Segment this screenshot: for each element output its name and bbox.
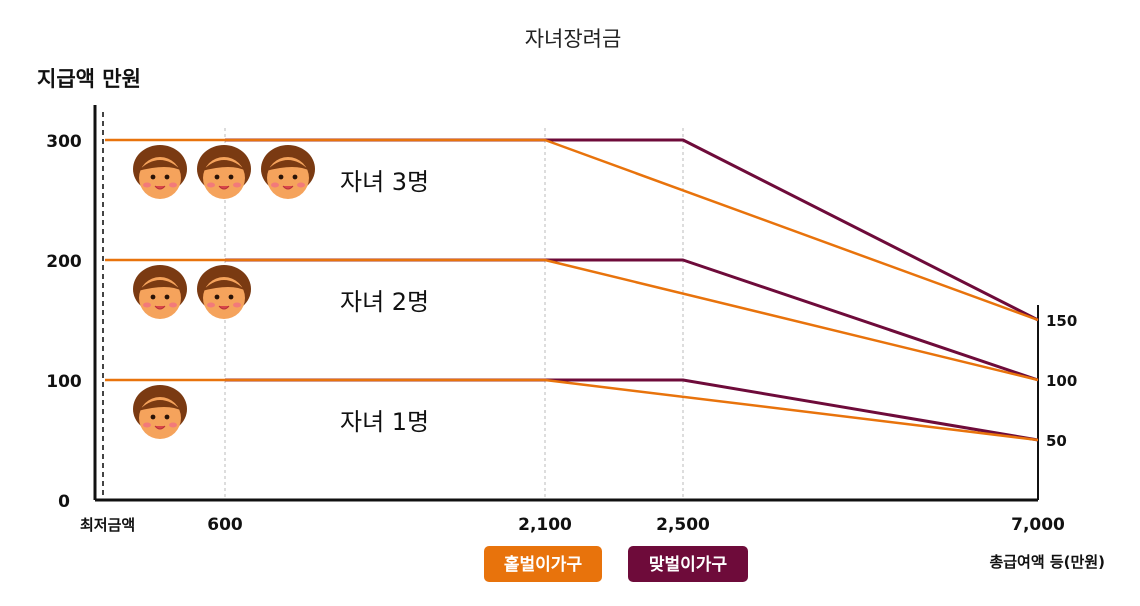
- chart-title: 자녀장려금: [525, 27, 622, 51]
- cheek-shape: [169, 422, 177, 428]
- legend-label: 맞벌이가구: [649, 555, 728, 575]
- cheek-shape: [207, 182, 215, 188]
- mouth-shape: [154, 305, 166, 310]
- legend-item: 홑벌이가구: [484, 546, 602, 582]
- cheek-shape: [169, 302, 177, 308]
- child-icons: [133, 145, 315, 439]
- mouth-shape: [154, 425, 166, 430]
- cheek-shape: [271, 182, 279, 188]
- series-line: [225, 258, 1039, 382]
- y-tick-label: 200: [46, 252, 82, 272]
- tick-labels: 300 200 100 0 150 100 50 최저금액 600 2,100 2,500 7,000: [46, 132, 1077, 535]
- eye-shape: [228, 294, 234, 300]
- x-axis-label: 총급여액 등(만원): [989, 553, 1105, 571]
- mouth-shape: [154, 185, 166, 190]
- right-tick-label: 100: [1046, 372, 1077, 390]
- eye-shape: [150, 294, 156, 300]
- cheek-shape: [143, 422, 151, 428]
- group-label: 자녀 3명: [340, 168, 429, 196]
- x-tick-label: 최저금액: [80, 516, 135, 534]
- axes: [93, 105, 1039, 502]
- y-tick-label: 0: [58, 492, 70, 512]
- legend-label: 홑벌이가구: [504, 554, 583, 575]
- child-face-icon: [261, 145, 315, 199]
- child-face-icon: [197, 145, 251, 199]
- cheek-shape: [297, 182, 305, 188]
- eye-shape: [214, 174, 220, 180]
- eye-shape: [164, 414, 170, 420]
- child-face-icon: [133, 265, 187, 319]
- bangs-shape: [138, 160, 182, 171]
- bangs-shape: [202, 280, 246, 291]
- child-face-icon: [197, 265, 251, 319]
- cheek-shape: [169, 182, 177, 188]
- x-tick-label: 2,100: [518, 515, 572, 535]
- y-tick-label: 100: [46, 372, 82, 392]
- cheek-shape: [143, 302, 151, 308]
- group-label: 자녀 1명: [340, 408, 429, 436]
- legend-swatch: [628, 546, 748, 582]
- child-face-icon: [133, 385, 187, 439]
- y-tick-label: 300: [46, 132, 82, 152]
- mouth-shape: [218, 305, 230, 310]
- eye-shape: [164, 294, 170, 300]
- y-axis-label: 지급액 만원: [37, 67, 141, 91]
- cheek-shape: [233, 302, 241, 308]
- cheek-shape: [233, 182, 241, 188]
- x-tick-label: 2,500: [656, 515, 710, 535]
- eye-shape: [214, 294, 220, 300]
- x-tick-label: 600: [207, 515, 243, 535]
- cheek-shape: [207, 302, 215, 308]
- bangs-shape: [138, 280, 182, 291]
- eye-shape: [292, 174, 298, 180]
- child-face-icon: [133, 145, 187, 199]
- eye-shape: [150, 414, 156, 420]
- eye-shape: [228, 174, 234, 180]
- right-tick-label: 50: [1046, 432, 1067, 450]
- legend-swatch: [484, 546, 602, 582]
- mouth-shape: [218, 185, 230, 190]
- eye-shape: [164, 174, 170, 180]
- group-label: 자녀 2명: [340, 288, 429, 316]
- bangs-shape: [202, 160, 246, 171]
- bangs-shape: [266, 160, 310, 171]
- eye-shape: [278, 174, 284, 180]
- legend-item: 맞벌이가구: [628, 546, 748, 582]
- legend: 홑벌이가구 맞벌이가구: [484, 546, 748, 582]
- x-tick-label: 7,000: [1011, 515, 1065, 535]
- right-tick-label: 150: [1046, 312, 1077, 330]
- cheek-shape: [143, 182, 151, 188]
- series-line: [105, 258, 1039, 382]
- series-line: [105, 378, 1039, 442]
- mouth-shape: [282, 185, 294, 190]
- series-lines: [105, 138, 1039, 442]
- eye-shape: [150, 174, 156, 180]
- bangs-shape: [138, 400, 182, 411]
- series-line: [105, 138, 1039, 322]
